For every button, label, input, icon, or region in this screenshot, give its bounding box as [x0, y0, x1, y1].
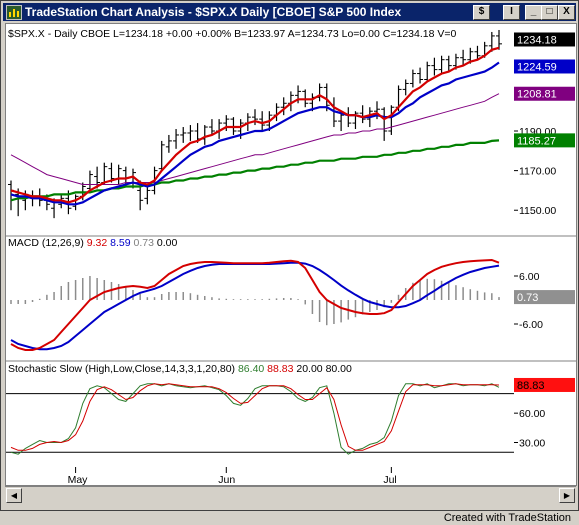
macd-last-value-tag-bg	[514, 290, 575, 305]
price-bar	[338, 111, 345, 131]
axis-svg: 1210.001190.001170.001150.006.00-6.0060.…	[514, 32, 576, 449]
price-header: $SPX.X - Daily CBOE L=1234.18 +0.00 +0.0…	[8, 28, 457, 40]
macd-header: MACD (12,26,9) 9.32 8.59 0.73 0.00	[8, 237, 177, 249]
x-tick-label: Jun	[218, 474, 235, 485]
price-bar	[345, 107, 352, 128]
price-bar	[417, 67, 424, 84]
price-bar	[438, 55, 445, 74]
chart-plot-area[interactable]: $SPX.X - Daily CBOE L=1234.18 +0.00 +0.0…	[5, 23, 515, 486]
price-bar	[208, 119, 215, 135]
stochastic-last-value-tag-bg	[514, 377, 575, 392]
stochastic-header-value: 88.83	[267, 363, 296, 375]
price-bar	[388, 105, 395, 135]
window-title: TradeStation Chart Analysis - $SPX.X Dai…	[25, 5, 402, 19]
ma-fast-line	[10, 46, 500, 204]
price-bar	[72, 194, 79, 211]
last-value-tag-bg	[514, 133, 575, 148]
price-bar	[115, 164, 122, 185]
macd-last-value-tag-text: 0.73	[517, 292, 538, 304]
price-bar	[474, 45, 481, 60]
price-bar	[165, 134, 172, 153]
stochastic-last-value-tag-text: 88.83	[517, 380, 545, 392]
ma-slow-line	[10, 93, 500, 185]
price-bar	[445, 55, 452, 72]
price-bar	[381, 107, 388, 141]
price-bar	[108, 162, 115, 183]
close-button[interactable]: X	[558, 5, 575, 20]
horizontal-scrollbar[interactable]: ◀ ▶	[5, 486, 576, 503]
last-value-tag-bg	[514, 59, 575, 74]
price-bar	[86, 170, 93, 191]
scroll-left-icon[interactable]: ◀	[6, 488, 22, 503]
price-bar	[180, 127, 187, 143]
ma-long-line	[10, 139, 500, 202]
macd-line	[10, 258, 500, 351]
stochastic-d-line	[10, 383, 500, 451]
stochastic-last-value-tag: 88.83	[514, 377, 575, 392]
price-axis[interactable]: 1210.001190.001170.001150.006.00-6.0060.…	[514, 23, 577, 486]
title-bar[interactable]: TradeStation Chart Analysis - $SPX.X Dai…	[3, 3, 576, 21]
price-bar	[460, 49, 467, 66]
last-value-tag-bg	[514, 86, 575, 101]
stochastic-header-value: 80.00	[326, 363, 352, 375]
y-tick-label: 60.00	[519, 408, 545, 420]
symbol-button[interactable]: $	[473, 5, 490, 20]
y-tick-label: 30.00	[519, 437, 545, 449]
last-value-tag-text: 1208.81	[517, 89, 557, 101]
macd-header-value: 0.00	[157, 237, 178, 249]
price-bar	[158, 140, 165, 171]
price-bar	[352, 111, 359, 130]
price-bar	[252, 109, 258, 126]
last-value-tag-text: 1185.27	[517, 135, 556, 147]
macd-header-value: 8.59	[110, 237, 133, 249]
macd-last-value-tag: 0.73	[514, 290, 575, 305]
price-bar	[316, 83, 323, 102]
last-value-tag: 1234.18	[514, 32, 575, 47]
last-value-tag-text: 1234.18	[517, 34, 557, 46]
stochastic-header: Stochastic Slow (High,Low,Close,14,3,3,1…	[8, 363, 352, 375]
price-bar	[402, 79, 409, 96]
last-value-tag-text: 1224.59	[517, 61, 557, 73]
macd-header-value: 9.32	[87, 237, 110, 249]
last-value-tag-bg	[514, 32, 575, 47]
scroll-right-icon[interactable]: ▶	[559, 488, 575, 503]
stochastic-header-value: 20.00	[296, 363, 325, 375]
y-tick-label: 1170.00	[519, 166, 556, 178]
macd-header-value: MACD (12,26,9)	[8, 237, 87, 249]
tradestation-icon	[6, 5, 22, 20]
last-value-tag: 1185.27	[514, 133, 575, 148]
last-value-tag: 1208.81	[514, 86, 575, 101]
x-tick-label: Jul	[383, 474, 396, 485]
x-tick-label: May	[68, 474, 89, 485]
y-tick-label: 6.00	[519, 271, 540, 283]
chart-window: TradeStation Chart Analysis - $SPX.X Dai…	[0, 0, 579, 511]
price-bar	[187, 125, 194, 141]
price-bar	[359, 105, 366, 124]
price-bar	[280, 97, 287, 116]
minimize-button[interactable]: _	[525, 5, 542, 20]
stochastic-header-value: 86.40	[238, 363, 267, 375]
ma-mid-line	[10, 61, 500, 206]
footer-credit: Created with TradeStation	[443, 512, 571, 524]
stochastic-k-line	[10, 383, 500, 455]
y-tick-label: 1150.00	[519, 205, 556, 217]
price-bar	[431, 57, 438, 76]
price-bar	[201, 125, 208, 145]
price-bar	[488, 31, 495, 52]
macd-header-value: 0.73	[134, 237, 157, 249]
price-bar	[496, 29, 502, 50]
indicator-button[interactable]: I	[503, 5, 520, 20]
chart-svg: $SPX.X - Daily CBOE L=1234.18 +0.00 +0.0…	[6, 28, 514, 486]
price-bar	[223, 115, 230, 131]
stochastic-header-value: Stochastic Slow (High,Low,Close,14,3,3,1…	[8, 363, 238, 375]
maximize-button[interactable]: □	[541, 5, 558, 20]
price-bar	[409, 69, 416, 88]
price-bar	[259, 111, 266, 131]
price-bar	[144, 186, 151, 205]
last-value-tag: 1224.59	[514, 59, 575, 74]
price-bar	[173, 129, 180, 149]
y-tick-label: -6.00	[519, 319, 543, 331]
price-bar	[424, 61, 431, 82]
